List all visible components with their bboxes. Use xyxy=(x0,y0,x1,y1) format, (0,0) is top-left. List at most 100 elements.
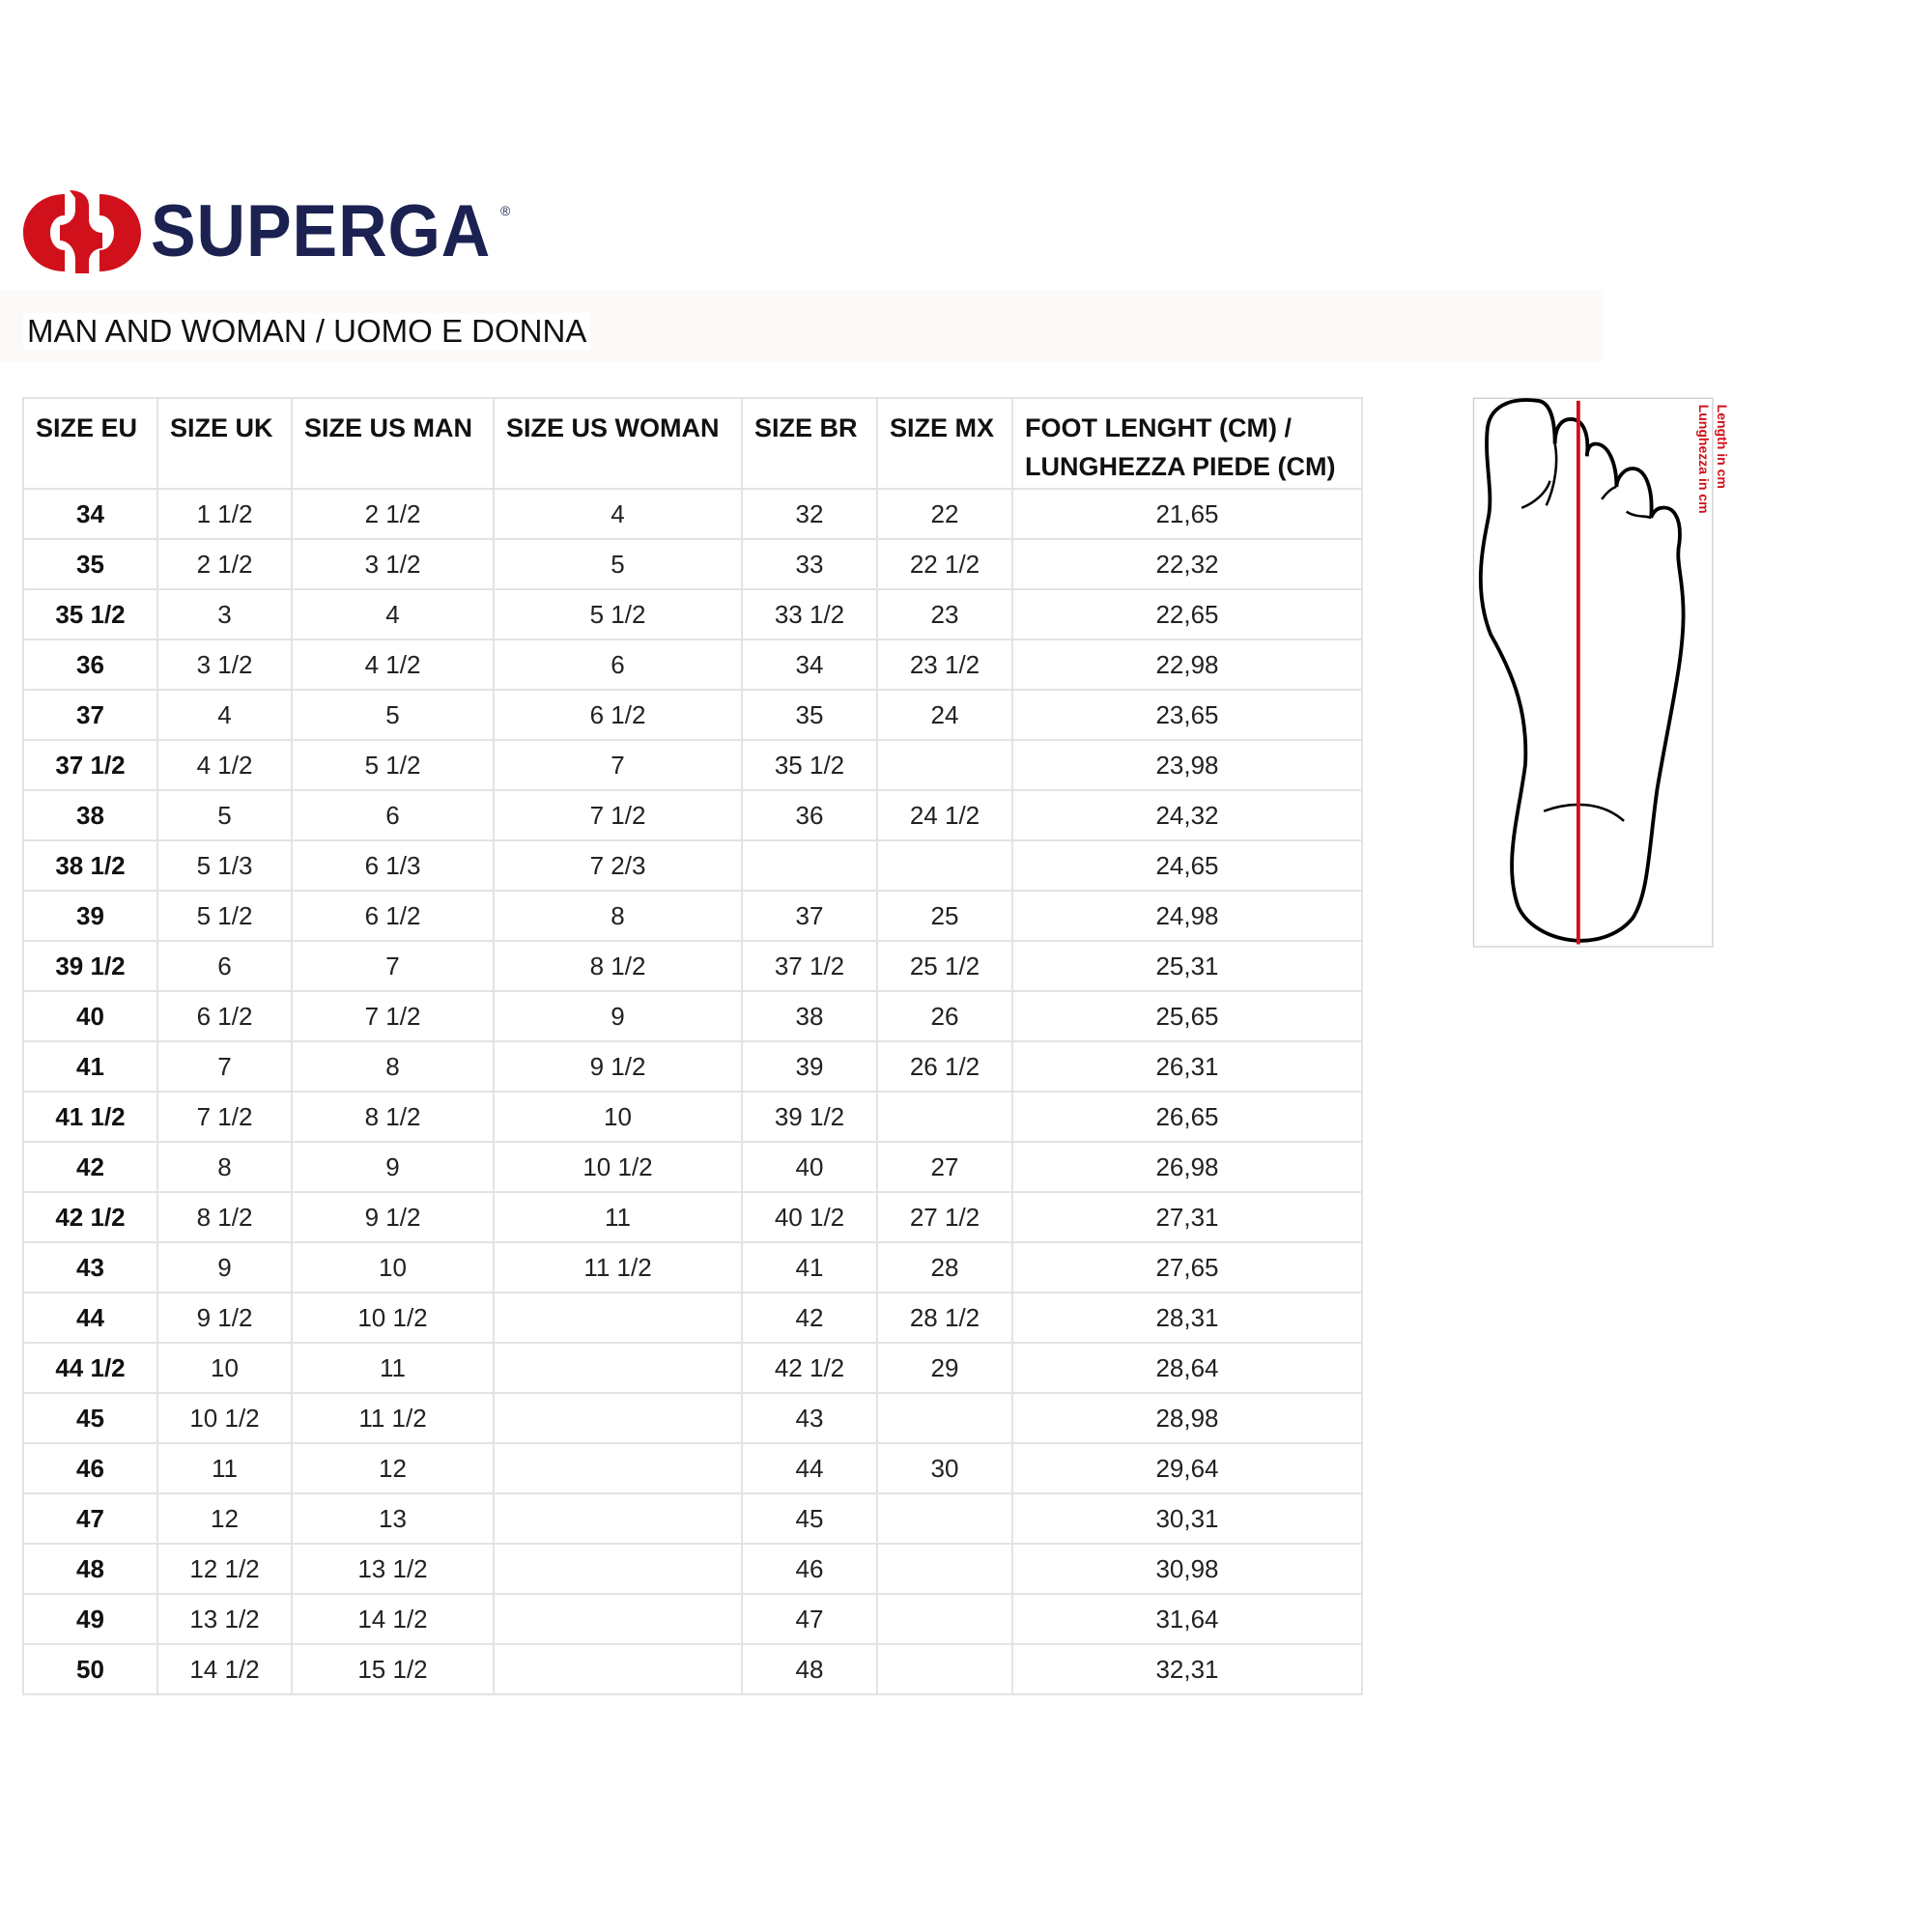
table-cell: 10 1/2 xyxy=(156,1392,293,1444)
table-cell: 11 1/2 xyxy=(493,1241,743,1293)
table-cell: 7 xyxy=(156,1040,293,1093)
table-cell: 35 1/2 xyxy=(22,588,158,640)
table-cell: 38 1/2 xyxy=(22,839,158,892)
table-cell: 25 1/2 xyxy=(876,940,1013,992)
column-header: SIZE BR xyxy=(741,397,878,490)
table-cell: 13 1/2 xyxy=(156,1593,293,1645)
table-cell: 9 1/2 xyxy=(156,1292,293,1344)
table-cell: 23 xyxy=(876,588,1013,640)
table-cell: 49 xyxy=(22,1593,158,1645)
table-cell: 22,65 xyxy=(1011,588,1363,640)
table-cell xyxy=(876,839,1013,892)
table-cell: 12 xyxy=(291,1442,495,1494)
table-cell: 6 xyxy=(291,789,495,841)
table-cell: 5 1/2 xyxy=(291,739,495,791)
table-cell: 14 1/2 xyxy=(291,1593,495,1645)
brand-name: SUPERGA xyxy=(151,190,492,272)
table-row: 37 1/2 4 1/2 5 1/2 7 35 1/2 23,98 xyxy=(22,739,1363,791)
table-cell: 24 xyxy=(876,689,1013,741)
table-cell: 25,65 xyxy=(1011,990,1363,1042)
table-cell: 41 xyxy=(22,1040,158,1093)
column-header: SIZE US MAN xyxy=(291,397,495,490)
table-cell xyxy=(493,1342,743,1394)
table-cell xyxy=(876,1492,1013,1545)
table-cell: 37 1/2 xyxy=(22,739,158,791)
table-cell: 46 xyxy=(22,1442,158,1494)
table-cell: 43 xyxy=(22,1241,158,1293)
table-cell: 45 xyxy=(22,1392,158,1444)
table-cell: 44 1/2 xyxy=(22,1342,158,1394)
table-cell: 37 xyxy=(741,890,878,942)
table-cell: 14 1/2 xyxy=(156,1643,293,1695)
table-cell: 28,64 xyxy=(1011,1342,1363,1394)
table-cell: 8 1/2 xyxy=(291,1091,495,1143)
table-cell: 5 xyxy=(156,789,293,841)
table-cell: 2 1/2 xyxy=(291,488,495,540)
table-cell xyxy=(493,1643,743,1695)
table-cell: 33 xyxy=(741,538,878,590)
table-cell: 7 2/3 xyxy=(493,839,743,892)
table-cell: 48 xyxy=(22,1543,158,1595)
table-cell: 40 1/2 xyxy=(741,1191,878,1243)
table-cell xyxy=(493,1292,743,1344)
table-cell: 6 1/2 xyxy=(291,890,495,942)
table-cell: 38 xyxy=(22,789,158,841)
table-cell xyxy=(741,839,878,892)
table-cell: 39 1/2 xyxy=(741,1091,878,1143)
table-row: 42 8 9 10 1/2 40 27 26,98 xyxy=(22,1141,1363,1193)
table-cell: 30 xyxy=(876,1442,1013,1494)
table-cell: 4 xyxy=(156,689,293,741)
table-cell: 22 xyxy=(876,488,1013,540)
table-cell: 11 xyxy=(493,1191,743,1243)
table-cell: 9 xyxy=(493,990,743,1042)
size-chart-table: SIZE EU SIZE UK SIZE US MAN SIZE US WOMAN SI… xyxy=(22,397,1363,1695)
table-cell: 13 xyxy=(291,1492,495,1545)
table-row: 35 1/2 3 4 5 1/2 33 1/2 23 22,65 xyxy=(22,588,1363,640)
table-cell: 32 xyxy=(741,488,878,540)
table-cell: 28,98 xyxy=(1011,1392,1363,1444)
table-cell: 7 xyxy=(291,940,495,992)
table-cell: 27,31 xyxy=(1011,1191,1363,1243)
column-header: SIZE MX xyxy=(876,397,1013,490)
table-cell: 40 xyxy=(741,1141,878,1193)
table-row: 38 1/2 5 1/3 6 1/3 7 2/3 24,65 xyxy=(22,839,1363,892)
table-cell: 9 1/2 xyxy=(493,1040,743,1093)
table-cell: 42 xyxy=(741,1292,878,1344)
table-cell: 5 1/2 xyxy=(156,890,293,942)
table-cell: 25,31 xyxy=(1011,940,1363,992)
table-row: 42 1/2 8 1/2 9 1/2 11 40 1/2 27 1/2 27,31 xyxy=(22,1191,1363,1243)
table-cell: 8 1/2 xyxy=(493,940,743,992)
length-label-it: Lunghezza in cm xyxy=(1696,405,1712,514)
table-cell: 5 xyxy=(291,689,495,741)
table-row: 44 9 1/2 10 1/2 42 28 1/2 28,31 xyxy=(22,1292,1363,1344)
table-cell: 6 1/3 xyxy=(291,839,495,892)
table-cell: 23,98 xyxy=(1011,739,1363,791)
table-row: 37 4 5 6 1/2 35 24 23,65 xyxy=(22,689,1363,741)
table-cell: 26 1/2 xyxy=(876,1040,1013,1093)
table-cell: 29,64 xyxy=(1011,1442,1363,1494)
table-cell: 47 xyxy=(741,1593,878,1645)
table-cell: 8 xyxy=(156,1141,293,1193)
table-cell: 30,31 xyxy=(1011,1492,1363,1545)
table-cell: 35 xyxy=(22,538,158,590)
table-cell: 9 xyxy=(156,1241,293,1293)
table-cell xyxy=(876,1543,1013,1595)
table-cell: 34 xyxy=(22,488,158,540)
table-cell xyxy=(876,1593,1013,1645)
table-row: 41 7 8 9 1/2 39 26 1/2 26,31 xyxy=(22,1040,1363,1093)
table-cell: 41 1/2 xyxy=(22,1091,158,1143)
table-cell: 10 xyxy=(156,1342,293,1394)
foot-outline-icon xyxy=(1478,398,1686,943)
table-cell: 38 xyxy=(741,990,878,1042)
table-cell xyxy=(493,1593,743,1645)
table-cell: 10 1/2 xyxy=(291,1292,495,1344)
table-cell: 34 xyxy=(741,639,878,691)
table-cell: 10 xyxy=(291,1241,495,1293)
table-row: 39 1/2 6 7 8 1/2 37 1/2 25 1/2 25,31 xyxy=(22,940,1363,992)
table-row: 47 12 13 45 30,31 xyxy=(22,1492,1363,1545)
table-cell: 12 1/2 xyxy=(156,1543,293,1595)
table-cell: 11 xyxy=(156,1442,293,1494)
table-cell: 6 1/2 xyxy=(156,990,293,1042)
table-cell: 6 xyxy=(493,639,743,691)
table-cell: 27,65 xyxy=(1011,1241,1363,1293)
